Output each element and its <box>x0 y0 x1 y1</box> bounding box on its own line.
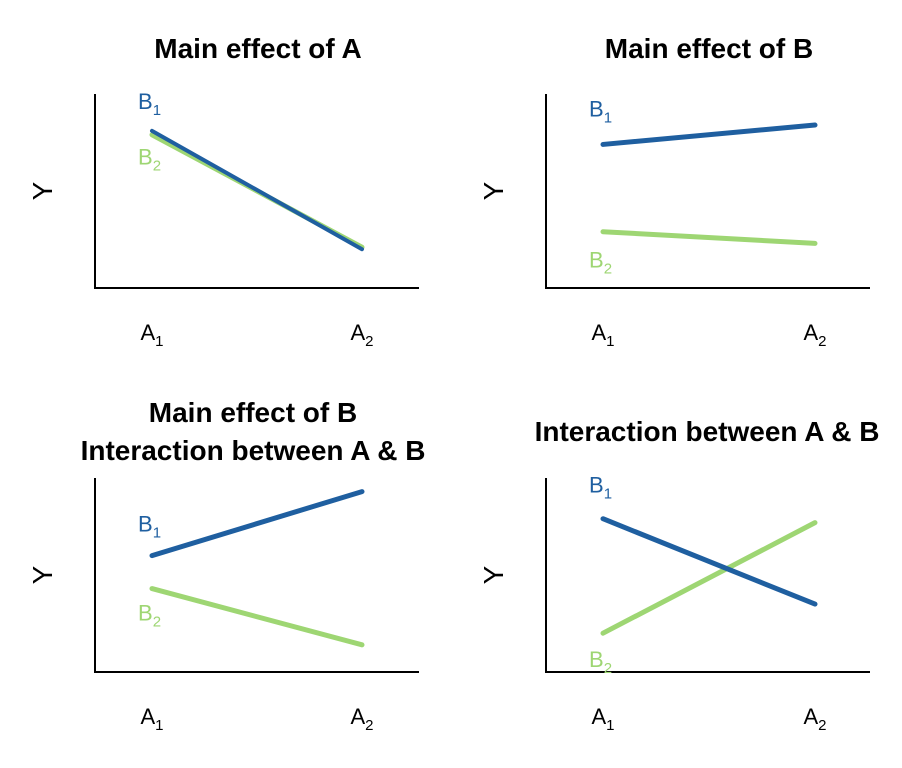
axis-lines <box>545 478 870 673</box>
series-label-b1: B1 <box>589 473 612 503</box>
x-tick-label: A1 <box>591 320 614 350</box>
series-line-b1 <box>600 122 818 147</box>
chart-title: Main effect of A <box>154 33 361 64</box>
chart-title: Main effect of B <box>149 397 357 428</box>
chart-panel-4: Interaction between A & B Y A1 A2 B1 B2 <box>478 416 879 734</box>
x-tick-label: A1 <box>140 704 163 734</box>
axis-lines <box>94 94 419 289</box>
series-label-b1: B1 <box>589 96 612 126</box>
x-tick-label: A2 <box>350 704 373 734</box>
series-line-b1 <box>149 489 365 559</box>
x-tick-label: A1 <box>140 320 163 350</box>
series-label-b2: B2 <box>589 647 612 677</box>
chart-panel-2: Main effect of B Y A1 A2 B1 B2 <box>478 33 870 350</box>
series-line-b1 <box>150 128 364 252</box>
series-line-b1 <box>600 516 818 607</box>
chart-title: Interaction between A & B <box>81 435 426 466</box>
y-axis-label: Y <box>478 565 509 584</box>
chart-title: Interaction between A & B <box>535 416 880 447</box>
series-line-b2 <box>600 229 818 246</box>
axis-lines <box>94 478 419 673</box>
x-tick-label: A2 <box>803 320 826 350</box>
chart-title: Main effect of B <box>605 33 813 64</box>
series-label-b2: B2 <box>589 248 612 278</box>
x-tick-label: A2 <box>803 704 826 734</box>
chart-panel-3: Main effect of B Interaction between A & … <box>27 397 425 734</box>
y-axis-label: Y <box>27 565 58 584</box>
series-line-b2 <box>149 586 365 648</box>
axis-lines <box>545 94 870 289</box>
y-axis-label: Y <box>478 181 509 200</box>
series-line-b2 <box>600 520 818 636</box>
y-axis-label: Y <box>27 181 58 200</box>
series-label-b2: B2 <box>138 145 161 175</box>
x-tick-label: A2 <box>350 320 373 350</box>
x-tick-label: A1 <box>591 704 614 734</box>
chart-panel-1: Main effect of A Y A1 A2 B1 B2 <box>27 33 419 350</box>
series-label-b1: B1 <box>138 89 161 119</box>
series-label-b2: B2 <box>138 601 161 631</box>
series-label-b1: B1 <box>138 512 161 542</box>
